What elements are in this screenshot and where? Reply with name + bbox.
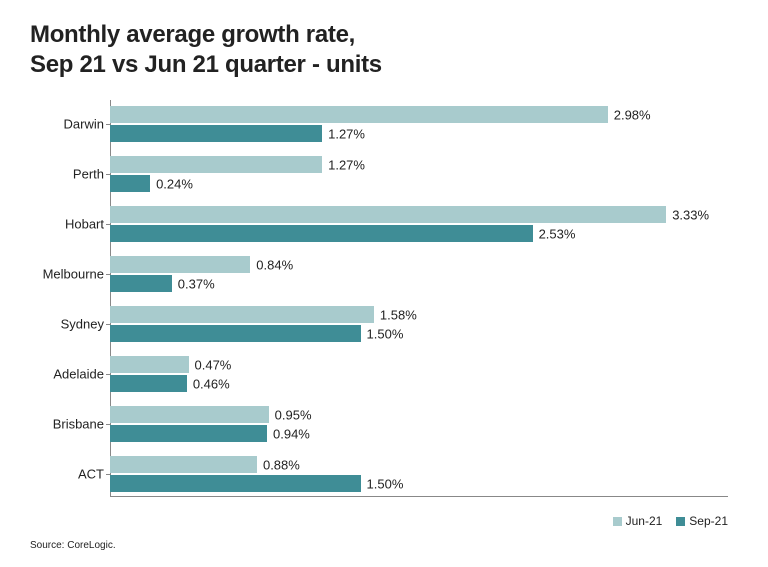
legend-item: Jun-21 [613,514,663,528]
bar-jun21 [110,406,269,423]
bar-sep21 [110,125,322,142]
bar-jun21 [110,156,322,173]
data-label: 2.53% [539,226,576,241]
bar-jun21 [110,306,374,323]
data-label: 3.33% [672,207,709,222]
legend-item: Sep-21 [676,514,728,528]
plot-area: 2.98% 1.27% 1.27% 0.24% 3.33% 2.53% 0.84% 0.37%… [110,100,728,500]
data-label: 2.98% [614,107,651,122]
bar-sep21 [110,275,172,292]
category-label: Sydney [30,317,104,332]
category-label: Melbourne [30,267,104,282]
legend: Jun-21 Sep-21 [613,514,728,528]
title-line-2: Sep 21 vs Jun 21 quarter - units [30,51,382,78]
chart-area: 2.98% 1.27% 1.27% 0.24% 3.33% 2.53% 0.84% 0.37%… [30,100,738,530]
data-label: 1.58% [380,307,417,322]
chart-container: Monthly average growth rate, Sep 21 vs J… [0,0,768,567]
bar-sep21 [110,475,361,492]
data-label: 0.88% [263,457,300,472]
category-label: ACT [30,467,104,482]
data-label: 0.24% [156,176,193,191]
legend-swatch [676,517,685,526]
title-line-1: Monthly average growth rate, [30,21,355,48]
legend-label: Jun-21 [626,514,663,528]
bar-sep21 [110,225,533,242]
x-axis [110,496,728,497]
bar-sep21 [110,375,187,392]
category-label: Brisbane [30,417,104,432]
source-label: Source: CoreLogic. [30,540,116,551]
data-label: 0.94% [273,426,310,441]
category-label: Hobart [30,217,104,232]
data-label: 0.47% [195,357,232,372]
category-label: Adelaide [30,367,104,382]
data-label: 1.50% [367,476,404,491]
bar-sep21 [110,175,150,192]
bar-sep21 [110,425,267,442]
data-label: 1.27% [328,126,365,141]
bar-jun21 [110,106,608,123]
chart-title: Monthly average growth rate, Sep 21 vs J… [30,20,738,80]
bar-sep21 [110,325,361,342]
data-label: 0.37% [178,276,215,291]
data-label: 0.84% [256,257,293,272]
data-label: 0.95% [275,407,312,422]
legend-swatch [613,517,622,526]
bar-jun21 [110,256,250,273]
bar-jun21 [110,206,666,223]
category-label: Perth [30,167,104,182]
data-label: 1.27% [328,157,365,172]
bar-jun21 [110,356,189,373]
legend-label: Sep-21 [689,514,728,528]
data-label: 0.46% [193,376,230,391]
data-label: 1.50% [367,326,404,341]
bar-jun21 [110,456,257,473]
category-label: Darwin [30,117,104,132]
